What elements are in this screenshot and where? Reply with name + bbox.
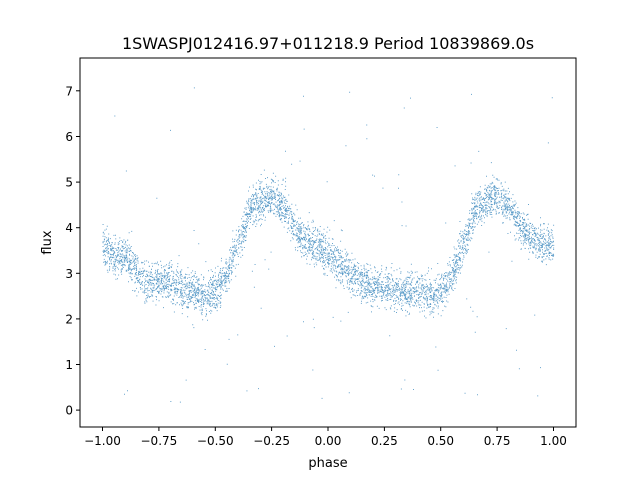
x-tick-label: 0.75: [484, 434, 511, 448]
y-tick-label: 0: [65, 404, 73, 418]
x-tick-label: 0.00: [315, 434, 342, 448]
y-axis-label: flux: [40, 230, 55, 254]
y-tick-label: 4: [65, 221, 73, 235]
x-tick-label: −0.75: [141, 434, 178, 448]
x-tick-label: 1.00: [540, 434, 567, 448]
y-tick-label: 7: [65, 84, 73, 98]
x-axis-label: phase: [308, 456, 347, 471]
data-points: [102, 87, 555, 403]
x-axis: −1.00 −0.75 −0.50 −0.25 0.00 0.25 0.50 0.75 1.00: [84, 427, 567, 448]
x-tick-label: −0.25: [253, 434, 290, 448]
chart-title: 1SWASPJ012416.97+011218.9 Period 1083986…: [122, 34, 534, 53]
y-tick-label: 2: [65, 312, 73, 326]
x-tick-label: −0.50: [197, 434, 234, 448]
y-tick-label: 5: [65, 176, 73, 190]
y-tick-label: 6: [65, 130, 73, 144]
series-points: [102, 87, 555, 403]
x-tick-label: 0.25: [371, 434, 398, 448]
x-tick-label: −1.00: [84, 434, 121, 448]
y-tick-label: 3: [65, 267, 73, 281]
x-tick-label: 0.50: [427, 434, 454, 448]
y-tick-label: 1: [65, 358, 73, 372]
y-axis: 0 1 2 3 4 5 6 7: [65, 84, 80, 418]
